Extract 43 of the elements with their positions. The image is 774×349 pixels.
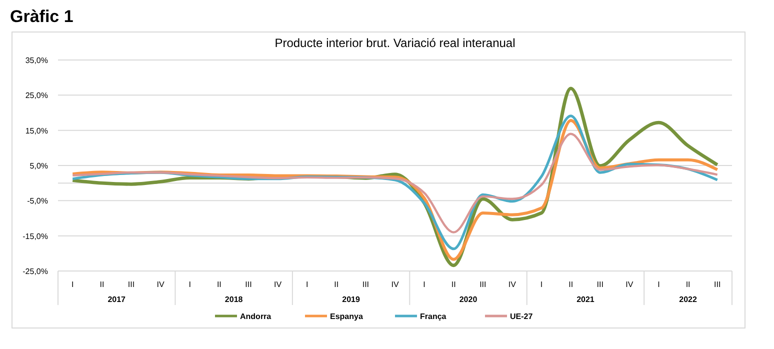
x-tick-label: I [306,280,308,289]
y-tick-label: -5,0% [27,196,48,206]
x-tick-label: IV [391,280,400,289]
x-tick-label: I [188,280,191,289]
y-tick-label: 35,0% [25,56,48,65]
x-tick-label: I [423,280,426,289]
text: 2020 [459,295,478,304]
y-tick-label: 5,0% [30,162,48,170]
x-tick-label: I [72,280,74,289]
x-tick-label: IV [274,280,282,289]
y-tick-label: 25,0% [25,91,48,100]
x-tick-label: III [480,280,486,289]
line-series [72,132,718,234]
x-tick-label: II [334,280,339,289]
text: 2019 [342,295,360,304]
x-tick-label: II [451,280,456,289]
y-tick-label: -15,0% [22,232,48,241]
legend-label: França [420,312,447,321]
x-tick-label: II [568,280,574,289]
x-tick-label: II [686,280,690,289]
legend-label: UE-27 [510,312,534,321]
x-tick-label: II [100,280,104,289]
x-tick-label: III [362,280,370,289]
x-tick-label: III [245,280,252,289]
x-tick-label: IV [626,280,634,289]
chart-subtitle: Producte interior brut. Variació real interanual [274,36,516,50]
x-tick-label: I [540,280,543,289]
x-tick-label: IV [508,280,517,289]
text: 2021 [576,295,595,304]
x-tick-label: I [658,280,660,289]
text: 2017 [108,295,126,304]
legend-label: Andorra [240,312,272,321]
x-tick-label: III [596,280,604,289]
legend-label: Espanya [330,312,364,321]
x-tick-label: III [714,280,721,289]
text: 2022 [679,295,698,304]
x-tick-label: II [216,280,222,289]
x-tick-label: IV [156,280,166,289]
y-tick-label: -25,0% [22,267,48,276]
y-tick-label: 15,0% [25,126,48,136]
text: 2018 [224,295,244,304]
x-tick-label: III [128,280,135,289]
chart-title: Gràfic 1 [10,7,74,26]
